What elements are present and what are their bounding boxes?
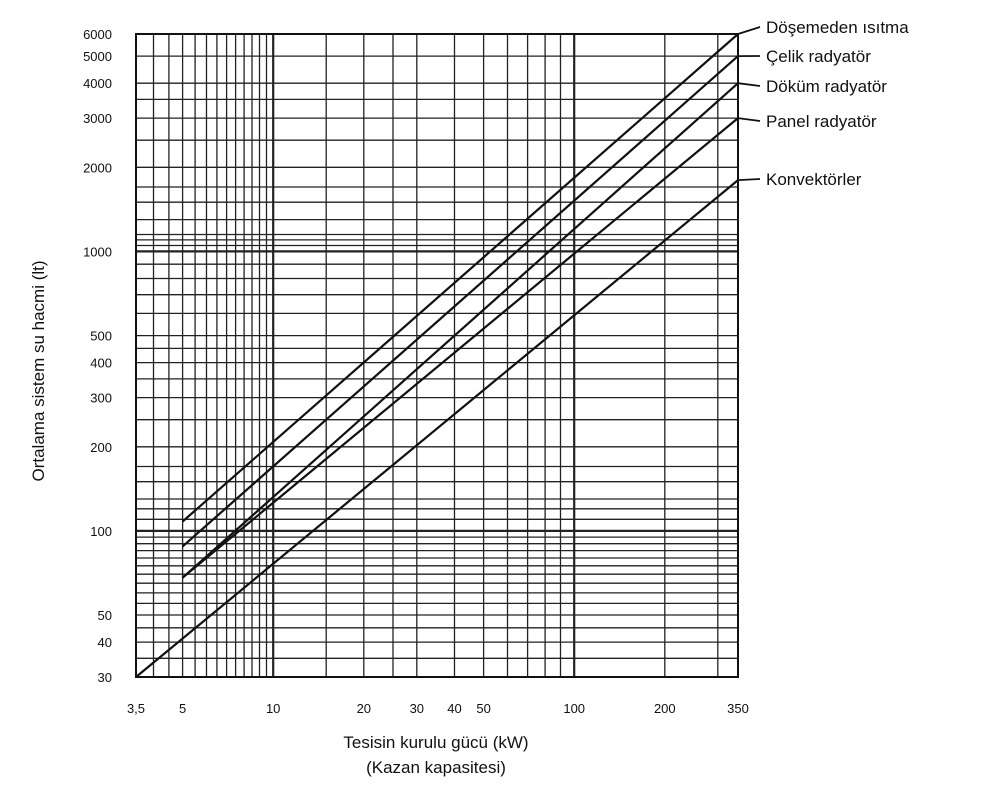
y-axis-label: Ortalama sistem su hacmi (lt): [29, 260, 48, 481]
plot-frame: [135, 33, 739, 678]
series-line: [135, 179, 739, 678]
legend-label: Döşemeden ısıtma: [766, 18, 909, 37]
y-tick-label: 3000: [83, 111, 112, 126]
legend-label: Panel radyatör: [766, 112, 877, 131]
y-tick-labels: 30 40 50 100 200 300 400 500 1000 2000 3000 4000 500…: [83, 27, 112, 685]
x-axis-label: Tesisin kurulu gücü (kW): [343, 733, 528, 752]
x-tick-label: 40: [447, 701, 461, 716]
legend-label: Konvektörler: [766, 170, 862, 189]
y-tick-label: 1000: [83, 244, 112, 259]
legend-label: Çelik radyatör: [766, 47, 871, 66]
y-tick-label: 300: [90, 391, 112, 406]
legend-leader-line: [737, 82, 761, 87]
x-tick-label: 30: [410, 701, 424, 716]
series-line: [181, 33, 739, 523]
y-tick-label: 30: [98, 670, 112, 685]
legend-label: Döküm radyatör: [766, 77, 887, 96]
y-tick-label: 200: [90, 440, 112, 455]
x-tick-label: 3,5: [127, 701, 145, 716]
y-tick-label: 5000: [83, 49, 112, 64]
x-tick-label: 5: [179, 701, 186, 716]
x-tick-label: 20: [357, 701, 371, 716]
y-tick-label: 40: [98, 635, 112, 650]
y-tick-label: 6000: [83, 27, 112, 42]
x-tick-label: 10: [266, 701, 280, 716]
legend: Döşemeden ısıtma Çelik radyatör Döküm rady…: [737, 18, 909, 189]
y-tick-label: 500: [90, 329, 112, 344]
legend-leader-line: [737, 178, 761, 181]
y-tick-label: 100: [90, 524, 112, 539]
x-tick-label: 350: [727, 701, 749, 716]
y-tick-label: 400: [90, 356, 112, 371]
x-tick-labels: 3,5 5 10 20 30 40 50 100 200 350: [127, 701, 749, 716]
series-line: [181, 55, 739, 548]
x-tick-label: 200: [654, 701, 676, 716]
series-lines: [135, 33, 739, 678]
legend-leader-line: [737, 26, 761, 35]
x-tick-label: 100: [563, 701, 585, 716]
legend-leader-line: [737, 117, 761, 122]
y-tick-label: 50: [98, 608, 112, 623]
grid: [135, 34, 738, 677]
x-axis-sublabel: (Kazan kapasitesi): [366, 758, 506, 777]
series-line: [181, 82, 739, 579]
series-line: [181, 117, 739, 579]
x-tick-label: 50: [476, 701, 490, 716]
y-tick-label: 2000: [83, 160, 112, 175]
y-tick-label: 4000: [83, 76, 112, 91]
